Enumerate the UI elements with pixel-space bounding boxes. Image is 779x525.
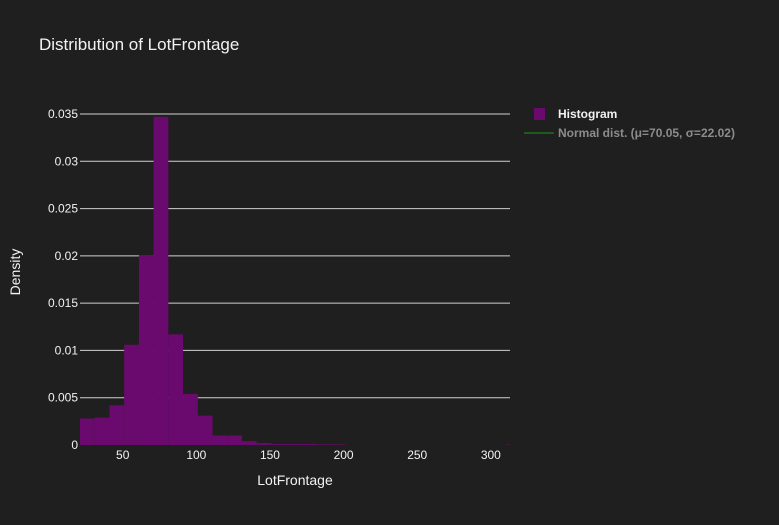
- histogram-bar: [286, 444, 301, 445]
- histogram-bar: [212, 435, 228, 445]
- histogram-bar: [315, 444, 331, 445]
- x-tick-label: 50: [116, 448, 130, 462]
- y-tick-label: 0: [71, 438, 78, 452]
- legend-label-histogram[interactable]: Histogram: [558, 107, 617, 121]
- y-tick-label: 0.025: [48, 202, 78, 216]
- x-tick-label: 200: [334, 448, 354, 462]
- histogram-bar: [124, 344, 139, 445]
- axis-ticks: 0 0.005 0.01 0.015 0.02 0.025 0.03 0.035 50 100 15…: [48, 107, 501, 462]
- x-tick-label: 300: [481, 448, 501, 462]
- histogram-bar: [227, 435, 242, 445]
- x-tick-label: 150: [260, 448, 280, 462]
- y-tick-label: 0.02: [55, 249, 79, 263]
- y-tick-label: 0.005: [48, 391, 78, 405]
- histogram-bar: [138, 254, 154, 445]
- x-tick-label: 250: [407, 448, 427, 462]
- histogram-bars: [80, 116, 510, 445]
- histogram-bar: [94, 417, 110, 445]
- legend-label-normal-dist[interactable]: Normal dist. (μ=70.05, σ=22.02): [558, 126, 735, 140]
- legend-swatch-histogram[interactable]: [534, 108, 545, 120]
- histogram-bar: [109, 405, 125, 445]
- histogram-bar: [80, 418, 95, 445]
- histogram-bar: [183, 393, 198, 445]
- histogram-bar: [330, 444, 346, 445]
- legend: Histogram Normal dist. (μ=70.05, σ=22.02): [524, 107, 735, 140]
- y-tick-label: 0.03: [55, 154, 79, 168]
- y-tick-label: 0.01: [55, 343, 79, 357]
- x-axis-title: LotFrontage: [257, 472, 333, 488]
- chart-title: Distribution of LotFrontage: [39, 35, 239, 54]
- histogram-bar: [507, 444, 510, 445]
- histogram-bar: [271, 444, 287, 445]
- histogram-bar: [300, 444, 316, 445]
- histogram-bar: [256, 443, 272, 445]
- y-tick-label: 0.035: [48, 107, 78, 121]
- histogram-bar: [168, 334, 184, 445]
- y-tick-label: 0.015: [48, 296, 78, 310]
- histogram-bar: [153, 116, 169, 445]
- histogram-bar: [197, 415, 213, 445]
- x-tick-label: 100: [186, 448, 206, 462]
- histogram-bar: [241, 441, 257, 445]
- y-axis-title: Density: [7, 249, 23, 296]
